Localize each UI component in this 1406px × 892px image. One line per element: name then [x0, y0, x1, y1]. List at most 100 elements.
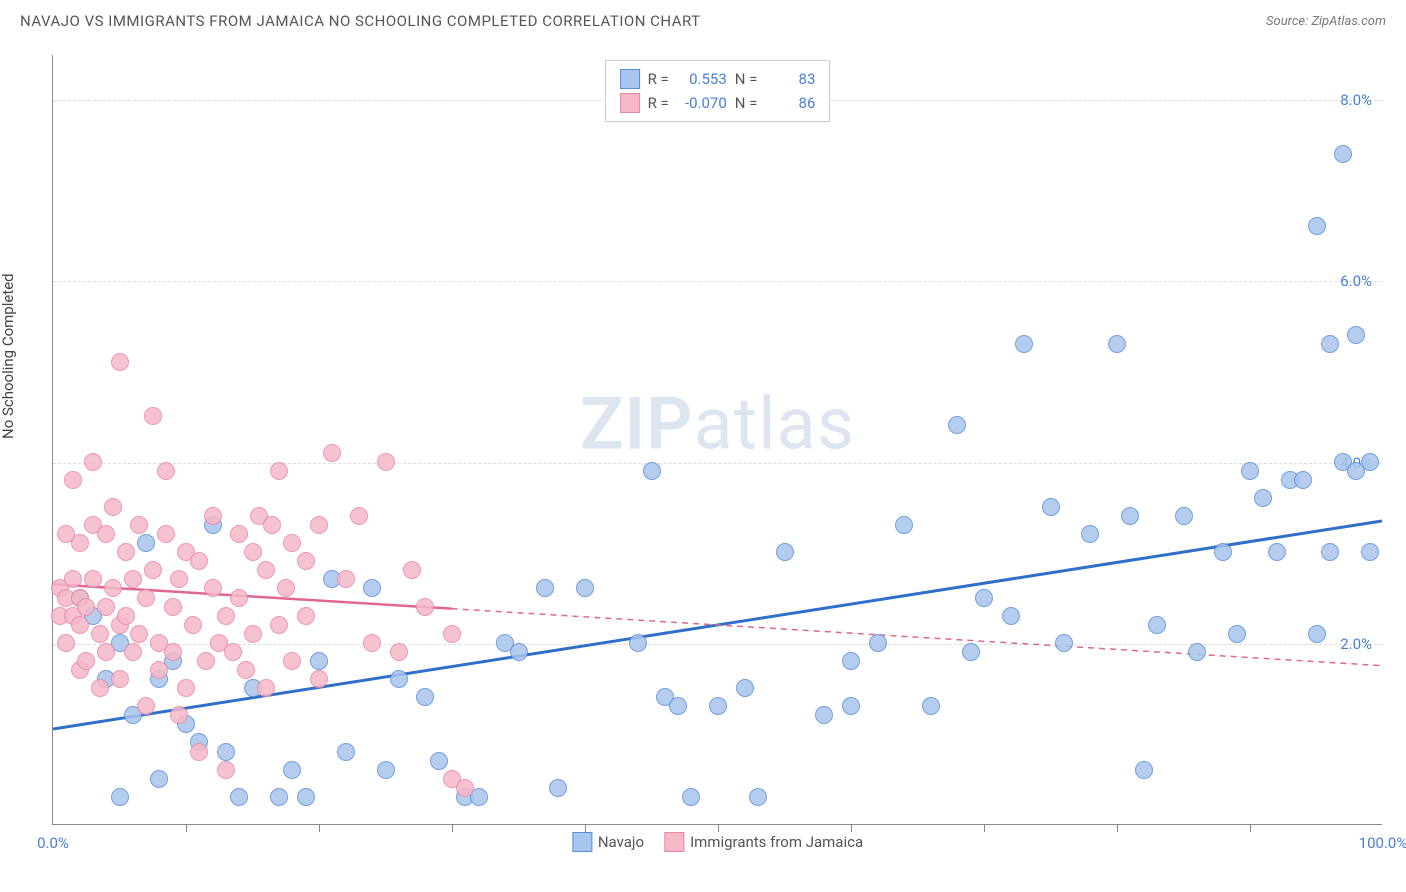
scatter-point: [144, 407, 162, 425]
scatter-point: [124, 570, 142, 588]
scatter-point: [57, 634, 75, 652]
chart-header: NAVAJO VS IMMIGRANTS FROM JAMAICA NO SCH…: [0, 0, 1406, 38]
scatter-point: [157, 525, 175, 543]
scatter-point: [430, 752, 448, 770]
legend-r-value-jamaica: -0.070: [677, 94, 727, 112]
scatter-point: [1055, 634, 1073, 652]
scatter-point: [84, 570, 102, 588]
scatter-point: [297, 552, 315, 570]
scatter-point: [682, 788, 700, 806]
scatter-point: [204, 507, 222, 525]
scatter-point: [283, 534, 301, 552]
x-tick-label: 100.0%: [1359, 834, 1406, 852]
scatter-point: [736, 679, 754, 697]
scatter-point: [124, 643, 142, 661]
scatter-point: [669, 697, 687, 715]
scatter-point: [117, 543, 135, 561]
scatter-point: [815, 706, 833, 724]
scatter-point: [975, 589, 993, 607]
scatter-point: [177, 679, 195, 697]
scatter-point: [104, 498, 122, 516]
source-label: Source:: [1266, 14, 1311, 29]
legend-swatch-navajo: [572, 832, 592, 852]
scatter-point: [91, 679, 109, 697]
scatter-point: [1002, 607, 1020, 625]
scatter-point: [1015, 335, 1033, 353]
scatter-point: [1361, 453, 1379, 471]
scatter-point: [390, 670, 408, 688]
x-tick: [452, 824, 453, 832]
scatter-point: [297, 607, 315, 625]
y-tick-label: 6.0%: [1340, 272, 1372, 290]
scatter-point: [1308, 217, 1326, 235]
chart-source: Source: ZipAtlas.com: [1266, 14, 1386, 29]
scatter-point: [1148, 616, 1166, 634]
scatter-point: [190, 552, 208, 570]
x-tick-label: 0.0%: [37, 834, 69, 852]
y-axis-label: No Schooling Completed: [0, 273, 17, 439]
scatter-point: [237, 661, 255, 679]
y-tick-label: 8.0%: [1340, 91, 1372, 109]
legend-n-label: N =: [735, 94, 758, 112]
x-tick: [718, 824, 719, 832]
scatter-point: [157, 462, 175, 480]
watermark: ZIPatlas: [580, 382, 855, 467]
scatter-point: [962, 643, 980, 661]
scatter-point: [164, 643, 182, 661]
scatter-point: [297, 788, 315, 806]
scatter-point: [144, 561, 162, 579]
scatter-point: [97, 643, 115, 661]
grid-line: [53, 281, 1382, 282]
scatter-point: [549, 779, 567, 797]
scatter-point: [170, 570, 188, 588]
scatter-point: [1294, 471, 1312, 489]
legend-swatch-navajo: [620, 69, 640, 89]
watermark-light: atlas: [693, 382, 855, 467]
scatter-point: [104, 579, 122, 597]
scatter-point: [643, 462, 661, 480]
scatter-point: [217, 761, 235, 779]
scatter-point: [217, 607, 235, 625]
scatter-point: [184, 616, 202, 634]
scatter-point: [150, 770, 168, 788]
scatter-point: [244, 543, 262, 561]
scatter-point: [443, 625, 461, 643]
scatter-point: [1361, 543, 1379, 561]
scatter-point: [197, 652, 215, 670]
scatter-point: [510, 643, 528, 661]
scatter-point: [270, 462, 288, 480]
scatter-point: [310, 516, 328, 534]
legend-label-navajo: Navajo: [598, 833, 644, 851]
scatter-point: [64, 570, 82, 588]
scatter-point: [257, 561, 275, 579]
grid-line: [53, 644, 1382, 645]
scatter-point: [283, 652, 301, 670]
scatter-point: [91, 625, 109, 643]
scatter-point: [130, 516, 148, 534]
scatter-point: [230, 589, 248, 607]
scatter-point: [277, 579, 295, 597]
scatter-point: [137, 697, 155, 715]
legend-n-value-jamaica: 86: [765, 94, 815, 112]
scatter-point: [363, 634, 381, 652]
scatter-point: [869, 634, 887, 652]
scatter-point: [1135, 761, 1153, 779]
scatter-point: [230, 525, 248, 543]
x-tick: [1250, 824, 1251, 832]
scatter-point: [1042, 498, 1060, 516]
scatter-point: [111, 670, 129, 688]
legend-item-navajo: Navajo: [572, 832, 644, 852]
legend-r-label: R =: [648, 94, 669, 112]
legend-row-jamaica: R = -0.070 N = 86: [620, 91, 816, 115]
legend-swatch-jamaica: [664, 832, 684, 852]
legend-series: Navajo Immigrants from Jamaica: [572, 832, 863, 852]
scatter-point: [1188, 643, 1206, 661]
scatter-point: [1081, 525, 1099, 543]
scatter-point: [117, 607, 135, 625]
scatter-point: [456, 779, 474, 797]
scatter-point: [323, 444, 341, 462]
legend-r-value-navajo: 0.553: [677, 70, 727, 88]
source-name: ZipAtlas.com: [1311, 14, 1386, 29]
legend-r-label: R =: [648, 70, 669, 88]
scatter-point: [1308, 625, 1326, 643]
